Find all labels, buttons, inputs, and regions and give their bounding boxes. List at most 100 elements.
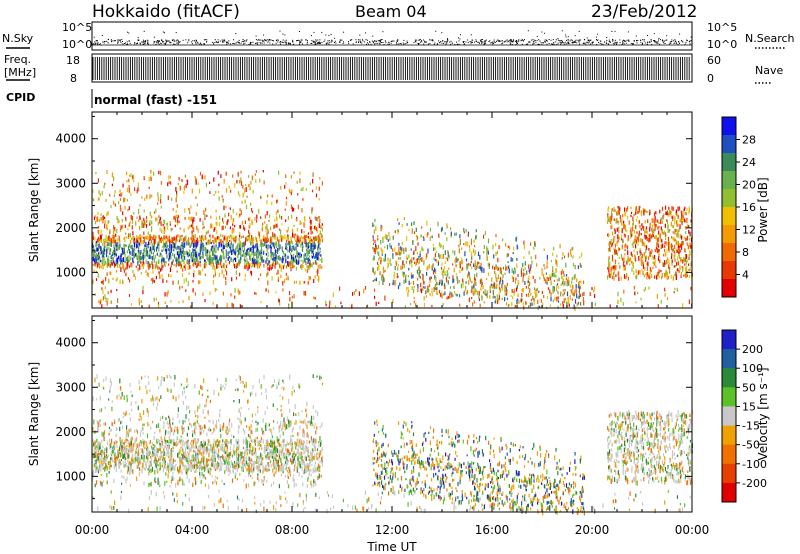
- power-point: [157, 192, 159, 197]
- power-point: [239, 179, 241, 184]
- power-point: [101, 233, 103, 236]
- power-point: [162, 257, 164, 262]
- nsky-point: [677, 43, 679, 45]
- beam-title: Beam 04: [355, 2, 427, 21]
- power-point: [246, 264, 248, 267]
- power-point: [529, 302, 531, 307]
- power-point: [136, 235, 138, 238]
- power-point: [102, 218, 104, 224]
- power-point: [184, 174, 186, 178]
- power-point: [176, 193, 178, 198]
- nsky-point: [650, 40, 652, 42]
- power-point: [222, 200, 224, 203]
- power-point: [291, 214, 293, 219]
- power-point: [222, 247, 224, 252]
- nsky-point: [282, 33, 284, 35]
- nsky-point: [421, 41, 423, 43]
- nsky-point: [655, 42, 657, 44]
- power-point: [422, 236, 424, 239]
- power-point: [169, 243, 171, 248]
- power-point: [450, 231, 452, 236]
- power-point: [115, 246, 117, 250]
- power-point: [609, 246, 611, 250]
- power-point: [113, 194, 115, 198]
- power-point: [129, 220, 131, 224]
- power-point: [213, 245, 215, 249]
- power-point: [232, 246, 234, 250]
- power-point: [298, 240, 300, 244]
- power-point: [126, 179, 128, 183]
- power-point: [309, 265, 311, 269]
- power-point: [143, 261, 145, 265]
- power-point: [658, 269, 660, 274]
- power-point: [682, 214, 684, 218]
- power-point: [199, 218, 201, 222]
- power-point: [145, 224, 148, 228]
- power-point: [151, 256, 153, 261]
- power-point: [688, 257, 690, 260]
- power-point: [297, 243, 299, 247]
- power-point: [516, 299, 518, 305]
- power-point: [108, 280, 110, 283]
- power-point: [138, 241, 140, 245]
- power-point: [668, 206, 670, 210]
- power-point: [170, 181, 172, 185]
- power-point: [178, 246, 180, 250]
- nsky-point: [360, 40, 362, 42]
- power-point: [161, 249, 163, 252]
- power-point: [619, 265, 621, 269]
- nsky-point: [432, 40, 434, 42]
- power-point: [633, 213, 635, 217]
- power-point: [291, 189, 293, 193]
- power-point: [270, 267, 272, 271]
- power-point: [230, 215, 232, 220]
- power-point: [218, 222, 221, 227]
- power-point: [432, 264, 434, 268]
- power-point: [658, 230, 660, 235]
- power-point: [623, 224, 625, 228]
- power-point: [637, 270, 639, 275]
- power-point: [449, 293, 451, 299]
- power-point: [610, 239, 612, 244]
- power-point: [249, 240, 251, 243]
- power-point: [244, 227, 246, 231]
- nsky-point: [578, 30, 580, 32]
- power-point: [136, 255, 139, 259]
- power-point: [131, 221, 134, 224]
- nsky-point: [248, 43, 250, 45]
- power-point: [471, 297, 473, 300]
- power-point: [638, 237, 640, 242]
- power-point: [279, 263, 281, 269]
- power-point: [651, 228, 653, 232]
- power-point: [688, 263, 690, 266]
- power-point: [310, 248, 312, 252]
- power-point: [159, 275, 161, 280]
- power-point: [648, 248, 650, 251]
- power-point: [95, 243, 97, 247]
- power-point: [530, 298, 532, 302]
- power-point: [447, 280, 449, 285]
- nsky-point: [612, 40, 614, 42]
- power-point: [497, 257, 499, 263]
- nsky-point: [509, 39, 511, 41]
- nsky-point: [328, 42, 330, 44]
- power-point: [213, 193, 215, 196]
- power-point: [684, 247, 686, 253]
- power-point: [230, 246, 232, 251]
- power-point: [197, 228, 199, 233]
- nsky-point: [137, 37, 139, 39]
- power-point: [255, 245, 257, 248]
- power-point: [209, 260, 211, 264]
- power-point: [521, 298, 523, 302]
- nsky-point: [260, 39, 262, 41]
- power-point: [651, 234, 653, 238]
- power-point: [632, 221, 634, 226]
- power-point: [375, 245, 377, 250]
- power-point: [133, 179, 135, 183]
- power-point: [159, 216, 161, 221]
- power-point: [245, 187, 247, 192]
- power-point: [190, 225, 192, 228]
- power-point: [225, 171, 227, 176]
- power-point: [259, 243, 261, 247]
- power-point: [272, 244, 274, 247]
